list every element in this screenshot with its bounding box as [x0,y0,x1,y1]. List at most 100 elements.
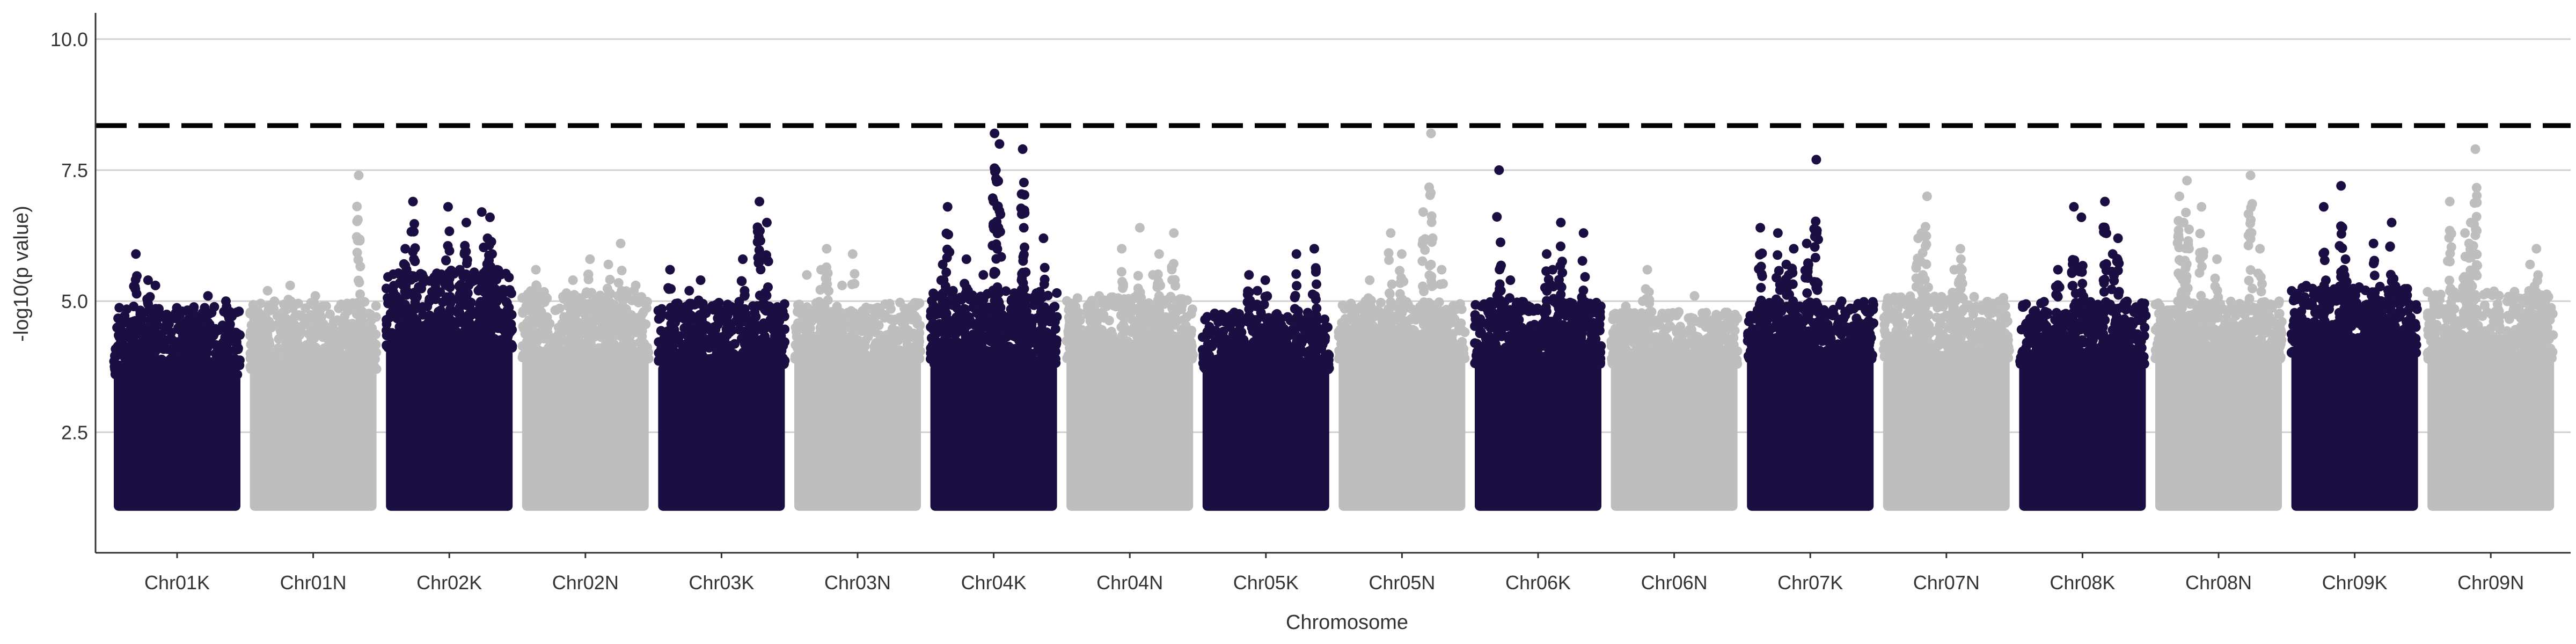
point [130,316,140,326]
point [1020,190,1029,200]
point [287,357,297,368]
point [507,310,517,320]
point [990,163,1000,173]
point [1117,310,1127,320]
point [802,302,812,312]
point [568,305,578,315]
point [202,324,213,334]
point [939,325,949,335]
point [1136,292,1146,303]
point [167,369,178,379]
point [664,311,674,320]
point [882,330,892,340]
point [150,347,160,357]
point [850,269,860,279]
point [857,353,867,363]
point [928,325,939,335]
point [861,302,871,312]
point [532,281,542,291]
point [184,314,194,325]
point [309,331,319,341]
point [969,350,979,360]
point [944,316,954,325]
point [354,277,364,288]
point [617,310,627,320]
point [252,327,262,337]
point [885,304,896,314]
point [914,347,924,357]
point [1019,178,1029,188]
point [736,306,747,317]
point [584,323,594,333]
point [160,313,171,324]
point [530,295,540,305]
point [879,353,888,363]
peak-point [816,265,826,275]
point [945,247,955,257]
point [1099,313,1109,323]
series-Chr05K [1197,244,1334,511]
point [793,300,803,310]
point [435,335,445,346]
point [838,345,848,355]
point [1167,303,1177,313]
point [433,288,443,298]
point [400,322,411,332]
point [938,337,948,347]
point [960,340,970,350]
series-Chr03K [653,196,790,511]
point [353,255,363,265]
point-mass [658,364,785,511]
point [333,345,343,355]
point [506,288,516,298]
point [686,300,696,310]
point [114,303,125,313]
point [1148,301,1159,311]
point [762,250,771,260]
point [614,322,624,332]
point [173,323,183,333]
point [303,355,313,365]
point [675,306,685,317]
point [899,323,910,333]
point [642,342,653,353]
point [1019,302,1029,312]
point [356,348,366,358]
point [1144,336,1154,346]
point [181,368,191,378]
point [357,359,367,369]
point [939,275,949,285]
point [583,299,593,309]
series-Chr01K [109,249,245,511]
point [179,350,189,360]
point [996,336,1006,347]
point [445,336,455,347]
point [1148,322,1158,332]
point [663,339,673,349]
point [801,323,811,333]
point [219,355,229,365]
point [1118,297,1129,307]
peak-point [603,259,613,269]
series-Chr04K [926,128,1062,511]
point [756,236,765,246]
point [425,310,435,320]
point [734,325,744,335]
point [174,360,185,370]
point [752,226,763,237]
peak-point [262,286,273,296]
peak-point [317,302,327,311]
point [1021,327,1031,337]
point [141,355,151,365]
point [995,226,1005,237]
point [1133,270,1143,281]
peak-point [310,291,320,301]
point [142,307,152,317]
peak-point [1148,270,1158,280]
point [1019,250,1029,260]
point [208,369,218,379]
point [385,295,395,305]
peak-point [531,265,541,275]
point [295,348,305,358]
point [760,304,771,314]
